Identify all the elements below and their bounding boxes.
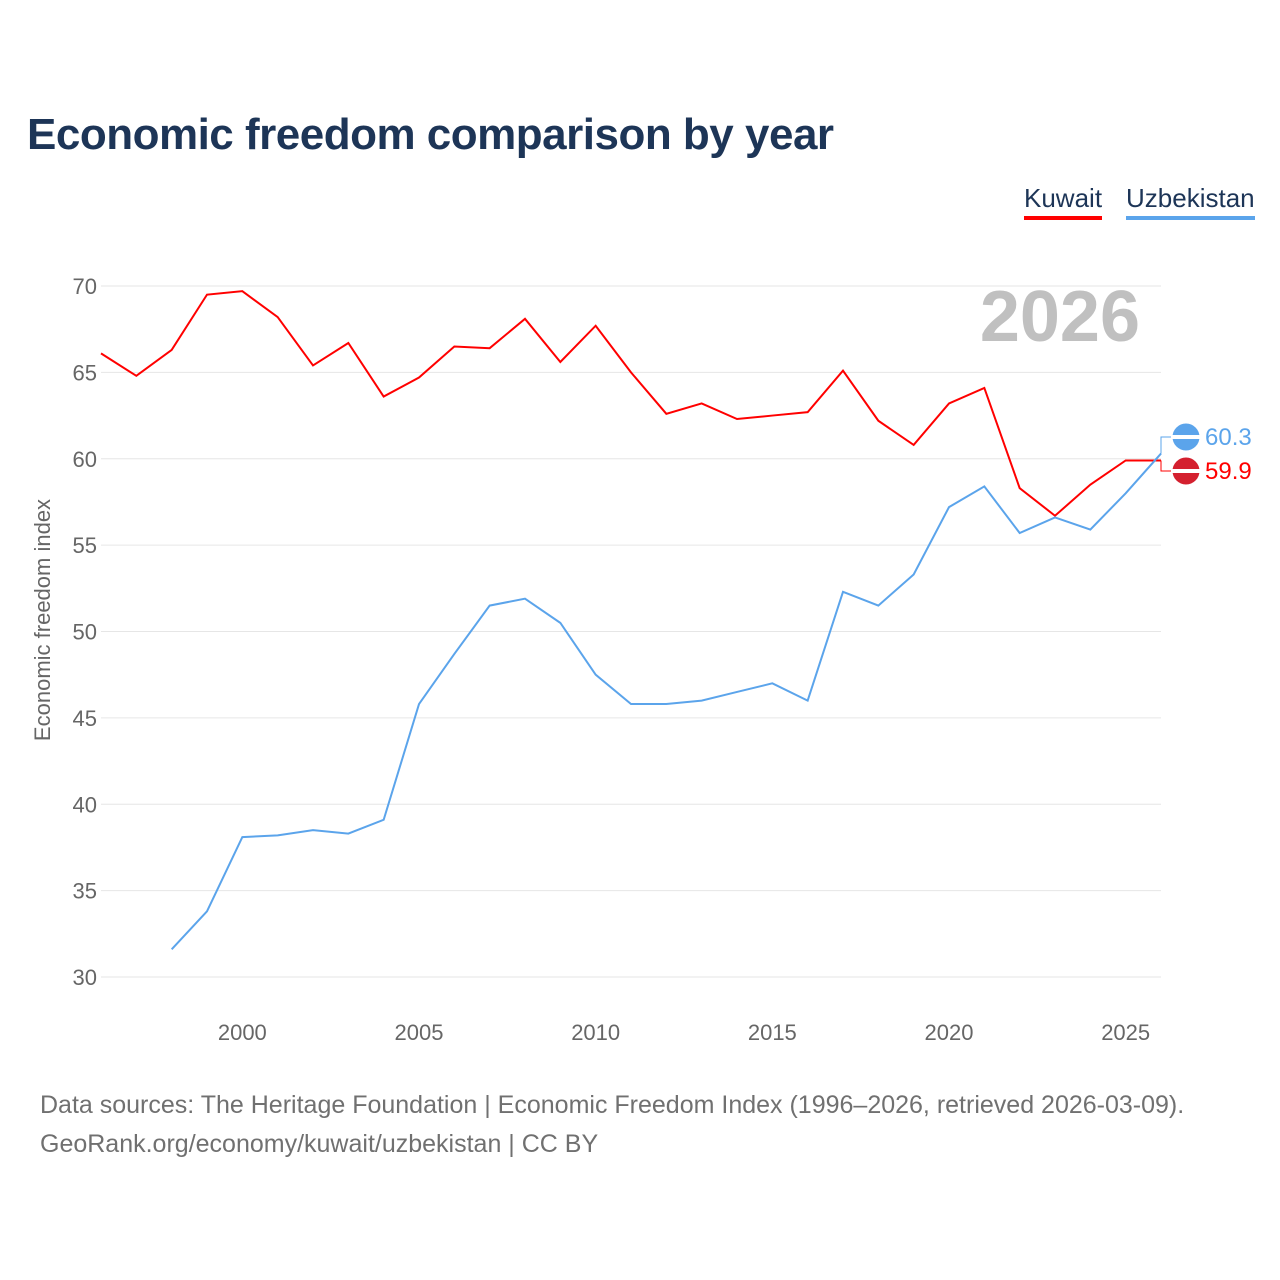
y-tick-label: 50 bbox=[73, 620, 97, 645]
y-tick-label: 35 bbox=[73, 879, 97, 904]
year-watermark: 2026 bbox=[980, 277, 1140, 357]
x-tick-label: 2020 bbox=[925, 1020, 974, 1045]
y-tick-label: 65 bbox=[73, 360, 97, 385]
y-tick-label: 60 bbox=[73, 447, 97, 472]
series-line-kuwait bbox=[100, 290, 1161, 518]
y-tick-label: 40 bbox=[73, 792, 97, 817]
chart-title: Economic freedom comparison by year bbox=[27, 110, 834, 159]
end-label-connector bbox=[1160, 460, 1171, 472]
end-value-label: 60.3 bbox=[1205, 424, 1252, 451]
x-tick-label: 2005 bbox=[395, 1020, 444, 1045]
y-tick-label: 55 bbox=[73, 533, 97, 558]
y-axis-label: Economic freedom index bbox=[30, 499, 55, 741]
y-tick-label: 70 bbox=[73, 274, 97, 299]
y-tick-label: 30 bbox=[73, 965, 97, 990]
x-tick-label: 2000 bbox=[218, 1020, 267, 1045]
flag-stripe bbox=[1172, 469, 1200, 473]
footer-source: Data sources: The Heritage Foundation | … bbox=[40, 1091, 1185, 1119]
legend-kuwait[interactable]: Kuwait bbox=[1024, 183, 1103, 220]
footer-link[interactable]: GeoRank.org/economy/kuwait/uzbekistan | … bbox=[40, 1130, 599, 1158]
x-tick-label: 2015 bbox=[748, 1020, 797, 1045]
footer: Data sources: The Heritage Foundation | … bbox=[40, 1086, 1184, 1164]
x-tick-label: 2010 bbox=[571, 1020, 620, 1045]
legend-uzbekistan[interactable]: Uzbekistan bbox=[1126, 183, 1255, 220]
y-tick-label: 45 bbox=[73, 706, 97, 731]
x-tick-label: 2025 bbox=[1101, 1020, 1150, 1045]
series-line-uzbekistan bbox=[170, 452, 1162, 951]
flag-stripe bbox=[1172, 435, 1200, 439]
end-value-label: 59.9 bbox=[1205, 458, 1252, 485]
end-label-connector bbox=[1160, 436, 1171, 454]
